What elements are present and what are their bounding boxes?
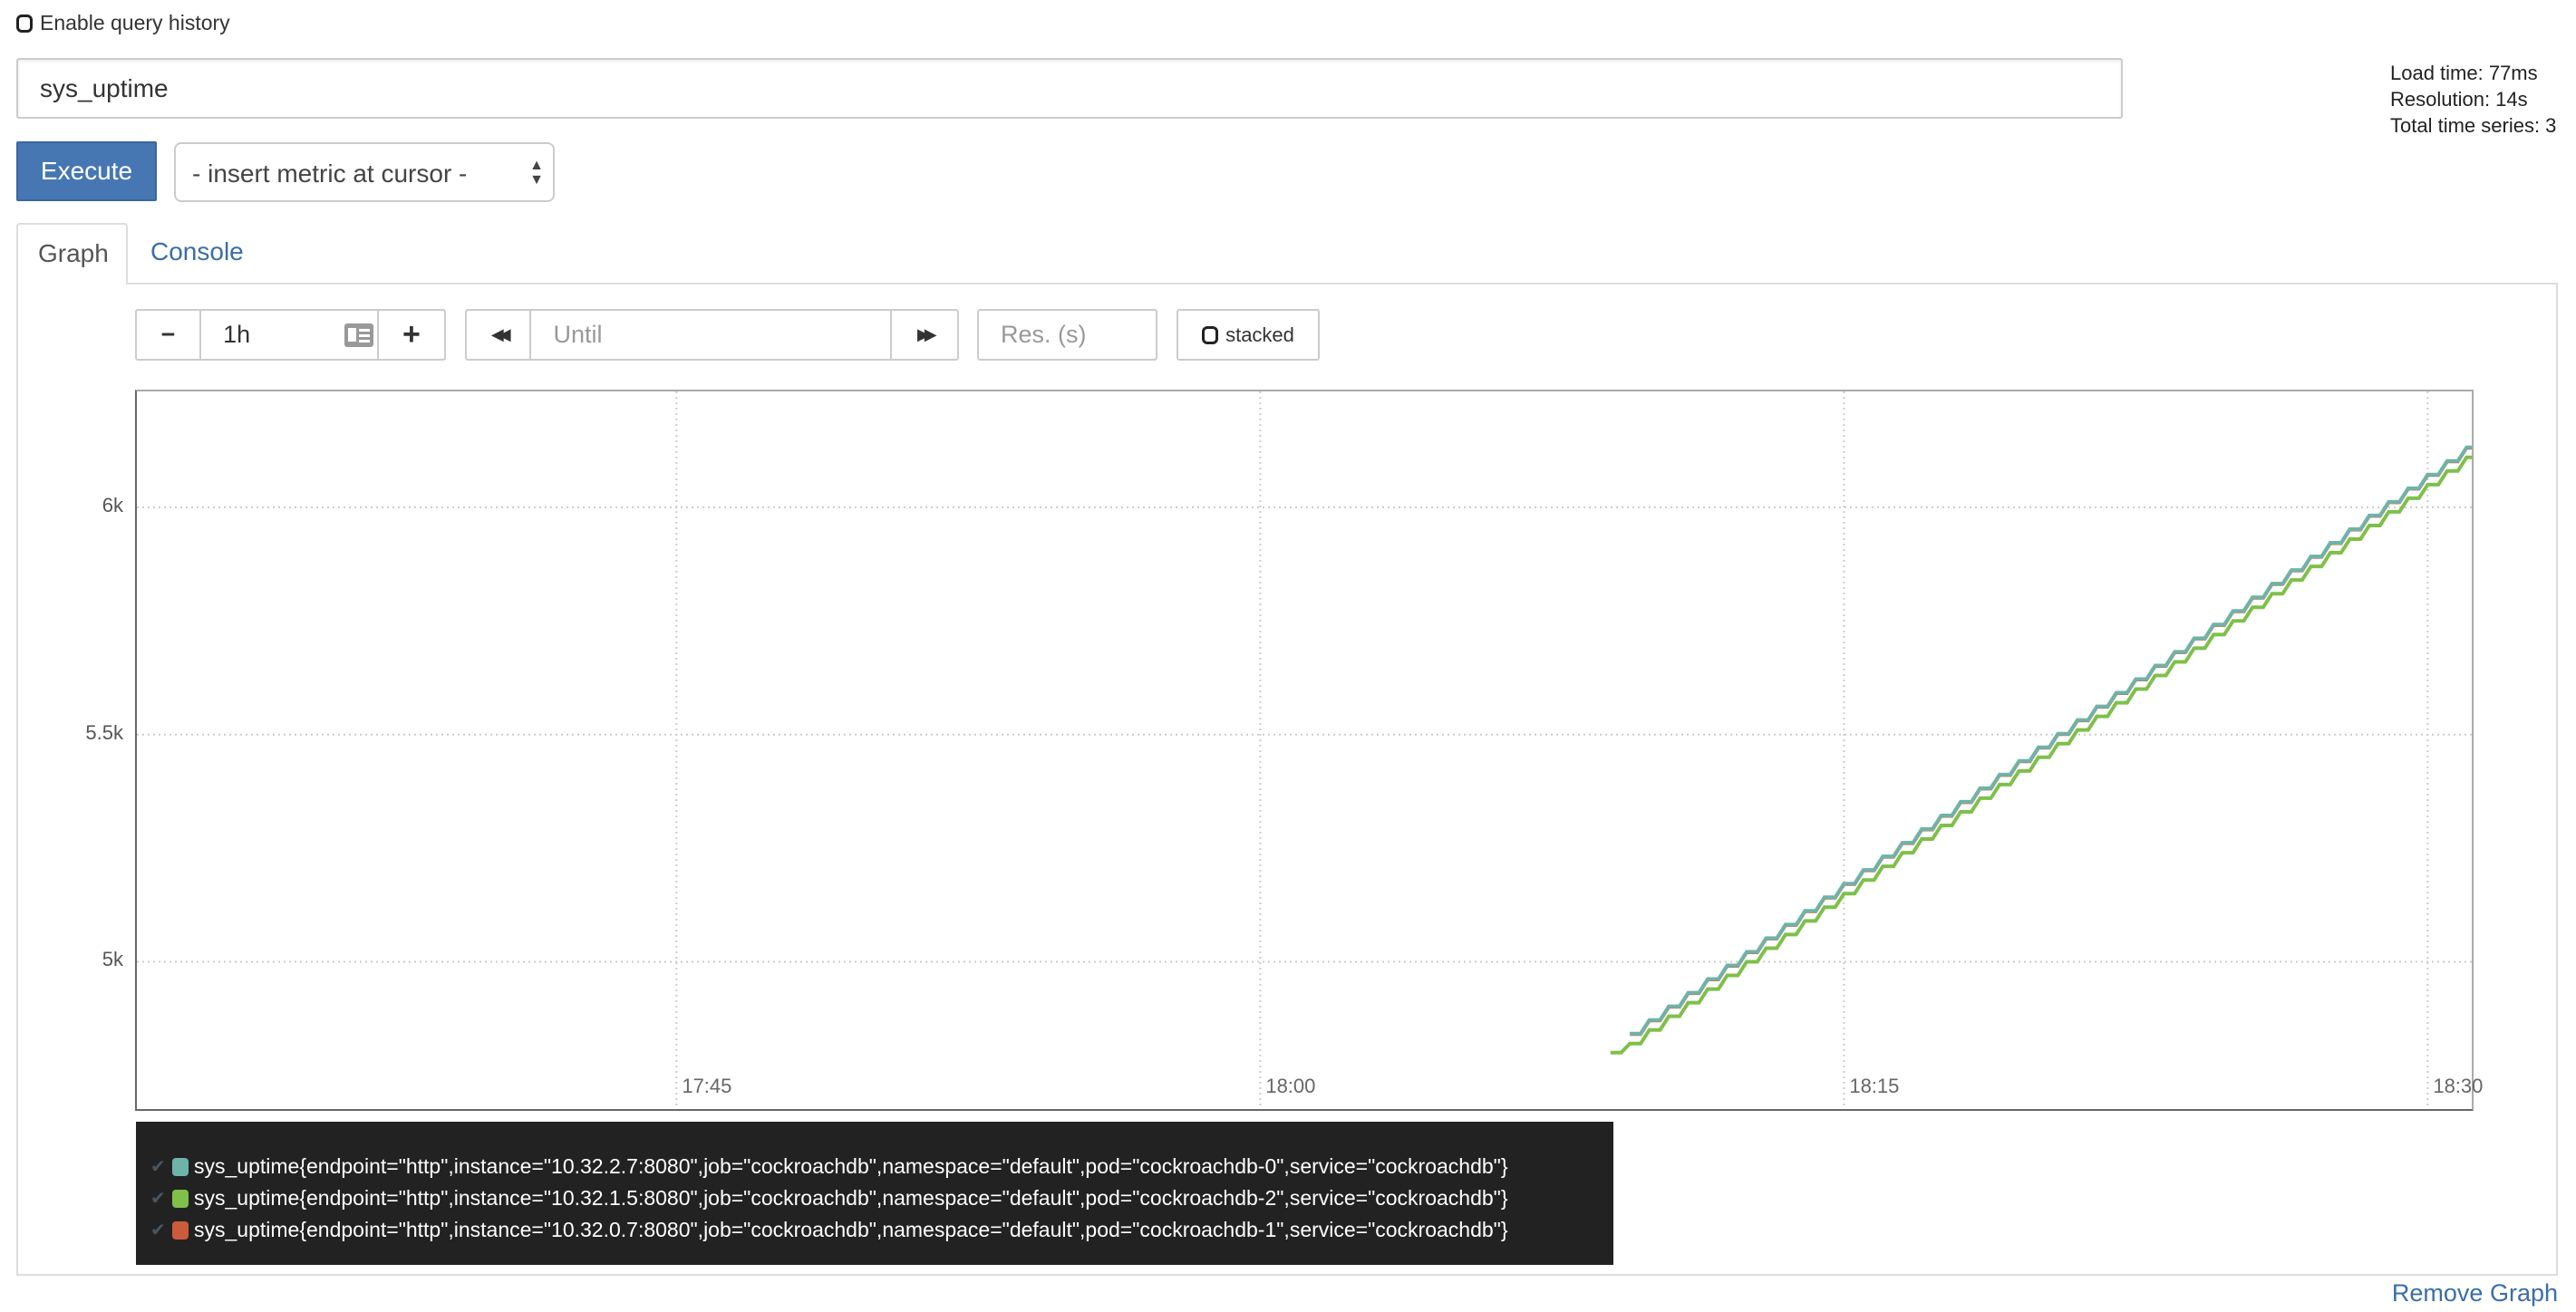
load-time: Load time: 77ms (2390, 62, 2538, 84)
until-input[interactable]: Until (531, 311, 892, 359)
stacked-label: stacked (1225, 323, 1294, 346)
history-label: Enable query history (40, 11, 230, 34)
x-tick-label: 17:45 (682, 1075, 732, 1097)
x-tick-label: 18:30 (2433, 1075, 2484, 1097)
series-swatch (172, 1189, 189, 1208)
legend-item[interactable]: ✔ sys_uptime{endpoint="http",instance="10… (136, 1182, 1613, 1214)
legend: ✔ sys_uptime{endpoint="http",instance="10… (136, 1122, 1613, 1265)
tab-graph[interactable]: Graph (16, 223, 128, 285)
y-tick-label: 5k (102, 948, 123, 971)
forward-button[interactable]: ▶▶ (916, 325, 937, 343)
stacked-checkbox[interactable] (1202, 325, 1219, 344)
series-line-0 (1630, 445, 2472, 1036)
plot-area[interactable] (135, 390, 2474, 1111)
check-icon: ✔ (150, 1220, 166, 1240)
x-tick-label: 18:15 (1849, 1075, 1900, 1097)
insert-metric-select[interactable]: - insert metric at cursor - ▲ ▼ (174, 142, 555, 202)
enable-query-history[interactable]: Enable query history (16, 11, 230, 35)
x-tick-label: 18:00 (1265, 1075, 1316, 1097)
range-decrease-button[interactable]: − (137, 311, 202, 359)
chart-svg (137, 391, 2472, 1109)
check-icon: ✔ (150, 1189, 166, 1209)
y-tick-label: 6k (102, 493, 123, 516)
legend-item[interactable]: ✔ sys_uptime{endpoint="http",instance="10… (136, 1214, 1613, 1246)
series-line-1 (1610, 455, 2472, 1055)
stacked-toggle[interactable]: stacked (1177, 309, 1320, 361)
resolution-input[interactable]: Res. (s) (977, 309, 1157, 361)
query-info: Load time: 77ms Resolution: 14s Total ti… (2390, 60, 2556, 139)
range-increase-button[interactable]: + (402, 317, 421, 352)
total-series: Total time series: 3 (2390, 114, 2557, 137)
expression-input[interactable]: sys_uptime (16, 58, 2123, 119)
until-controls: ◀◀ Until ▶▶ (465, 309, 959, 361)
range-controls: − 1h + (135, 309, 446, 361)
select-arrows-icon: ▲ ▼ (529, 158, 544, 188)
check-icon: ✔ (150, 1157, 166, 1177)
legend-label: sys_uptime{endpoint="http",instance="10.… (194, 1186, 1508, 1210)
resolution: Resolution: 14s (2390, 88, 2528, 111)
tab-console[interactable]: Console (150, 237, 244, 265)
range-input[interactable]: 1h (201, 311, 379, 359)
history-checkbox[interactable] (16, 14, 33, 33)
back-button[interactable]: ◀◀ (467, 311, 532, 359)
res-placeholder: Res. (s) (1001, 321, 1087, 348)
legend-label: sys_uptime{endpoint="http",instance="10.… (194, 1218, 1508, 1241)
insert-metric-selected: - insert metric at cursor - (192, 159, 468, 188)
legend-item[interactable]: ✔ sys_uptime{endpoint="http",instance="10… (136, 1151, 1613, 1182)
remove-graph-link[interactable]: Remove Graph (2391, 1279, 2558, 1307)
series-swatch (172, 1157, 189, 1176)
series-swatch (172, 1220, 189, 1240)
graph-panel (16, 283, 2558, 1276)
calendar-icon (344, 323, 373, 347)
range-value: 1h (223, 321, 251, 348)
execute-button[interactable]: Execute (16, 141, 157, 201)
y-tick-label: 5.5k (85, 720, 123, 744)
legend-label: sys_uptime{endpoint="http",instance="10.… (194, 1154, 1508, 1178)
